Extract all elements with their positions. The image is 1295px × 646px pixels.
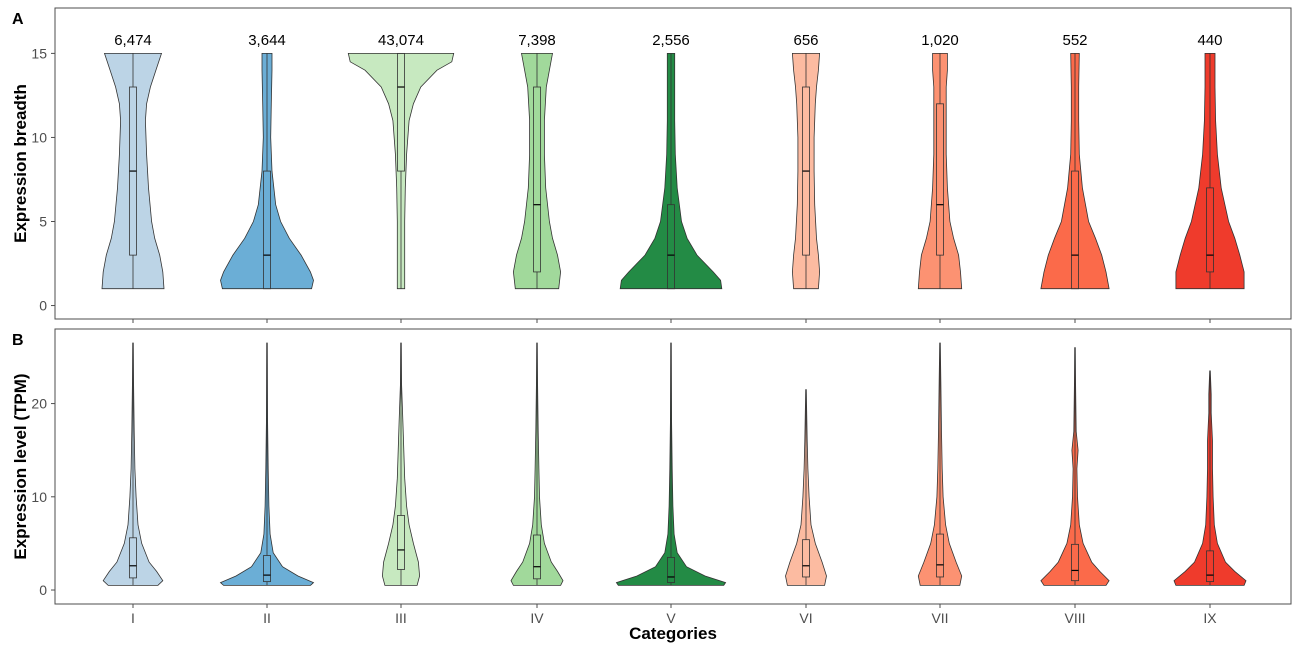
iqr-box: [263, 170, 271, 290]
count-label: 440: [1197, 32, 1222, 49]
violin-IV: [512, 53, 562, 290]
iqr-box: [1206, 550, 1214, 583]
iqr-box: [1206, 187, 1214, 273]
violin-body: [512, 53, 562, 290]
violin-VIII: [1040, 53, 1110, 290]
iqr-box: [263, 555, 271, 583]
iqr-box: [533, 86, 541, 273]
count-label: 3,644: [248, 32, 286, 49]
violin-III: [381, 342, 421, 586]
count-label: 7,398: [518, 32, 556, 49]
y-tick-label: 10: [31, 489, 47, 505]
count-label: 1,020: [921, 32, 959, 49]
y-tick-label: 0: [39, 582, 47, 598]
iqr-box: [533, 534, 541, 580]
count-label: 6,474: [114, 32, 152, 49]
iqr-box: [936, 103, 944, 256]
count-label: 2,556: [652, 32, 690, 49]
violin-IX: [1175, 53, 1245, 290]
iqr-box: [397, 52, 405, 172]
y-axis-title: Expression level (TPM): [11, 373, 30, 559]
x-axis-title: Categories: [629, 624, 717, 643]
x-tick-label: VI: [799, 610, 812, 626]
x-tick-label: VIII: [1064, 610, 1085, 626]
count-label: 43,074: [378, 32, 424, 49]
violin-VIII: [1040, 347, 1110, 586]
panel-label: A: [12, 11, 24, 28]
count-label: 552: [1062, 32, 1087, 49]
violin-II: [219, 342, 315, 586]
violin-V: [615, 342, 727, 586]
x-tick-label: V: [666, 610, 676, 626]
violin-VII: [917, 342, 963, 586]
iqr-box: [667, 204, 675, 290]
violin-V: [619, 53, 723, 290]
violin-IX: [1173, 370, 1247, 586]
iqr-box: [802, 539, 810, 578]
violin-VII: [917, 53, 963, 290]
count-label: 656: [793, 32, 818, 49]
x-tick-label: VII: [931, 610, 948, 626]
iqr-box: [129, 537, 137, 579]
y-tick-label: 10: [31, 129, 47, 145]
violin-III: [347, 52, 455, 290]
violin-I: [102, 342, 164, 586]
iqr-box: [397, 515, 405, 570]
x-tick-label: IX: [1203, 610, 1217, 626]
violin-II: [220, 53, 314, 290]
y-tick-label: 15: [31, 45, 47, 61]
y-tick-label: 0: [39, 298, 47, 314]
iqr-box: [667, 556, 675, 583]
y-axis-title: Expression breadth: [11, 84, 30, 243]
x-tick-label: III: [395, 610, 407, 626]
violin-I: [101, 53, 165, 290]
violin-body: [917, 53, 963, 290]
x-tick-label: I: [131, 610, 135, 626]
iqr-box: [936, 533, 944, 578]
violin-IV: [510, 342, 564, 586]
panel-label: B: [12, 332, 24, 349]
violin-VI: [791, 53, 821, 290]
panel-frame: [54, 7, 1292, 320]
panel-frame: [54, 328, 1292, 605]
x-tick-label: II: [263, 610, 271, 626]
y-tick-label: 20: [31, 396, 47, 412]
y-tick-label: 5: [39, 213, 47, 229]
iqr-box: [1071, 170, 1079, 290]
violin-VI: [785, 389, 827, 586]
iqr-box: [1071, 543, 1079, 582]
panel-a: A 0 5 10 15 Expression breadth 6,474 3,644 43,07…: [11, 7, 1292, 323]
x-tick-label: IV: [530, 610, 544, 626]
